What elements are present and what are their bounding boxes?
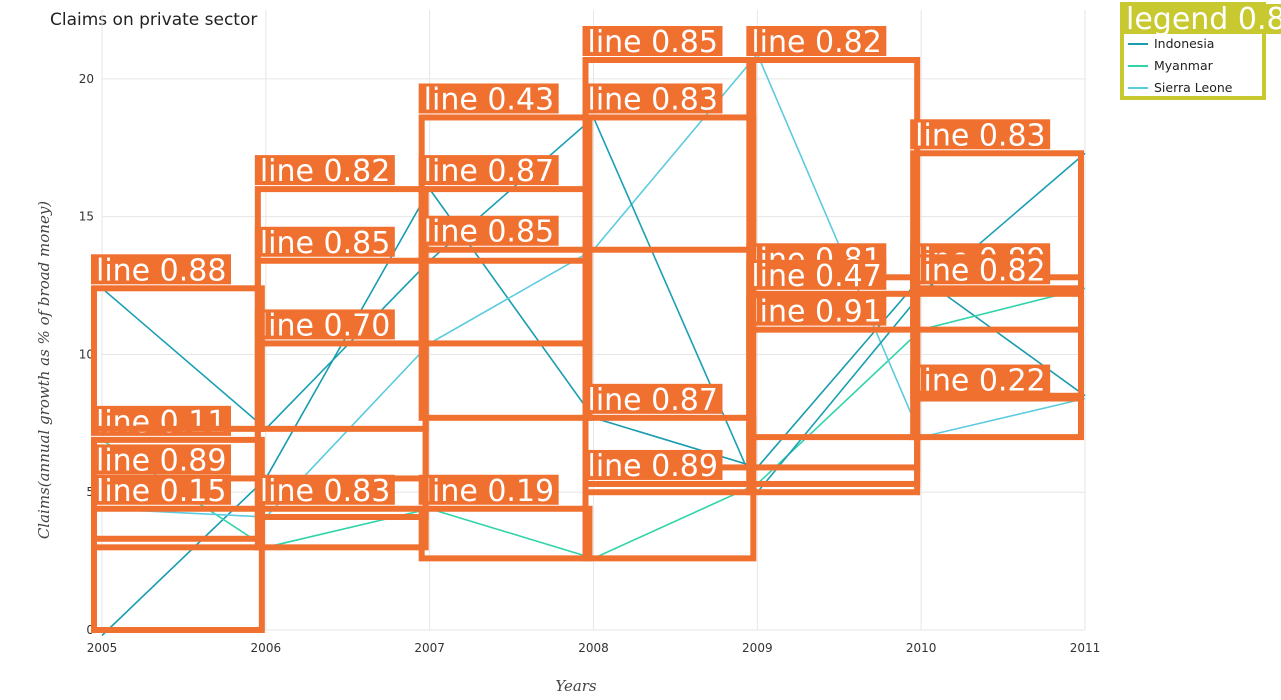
overlay-box-label: line 0.85 <box>424 215 554 250</box>
overlay-box-tag <box>418 215 559 246</box>
overlay-box-tag <box>910 254 1051 285</box>
overlay-box-label: line 0.89 <box>588 449 718 484</box>
overlay-box-label: line 0.43 <box>424 82 554 117</box>
y-tick-label: 20 <box>79 72 94 86</box>
overlay-box <box>91 505 265 542</box>
overlay-box-tag <box>910 119 1051 150</box>
legend-overlay-tag <box>1122 4 1281 34</box>
x-tick-label: 2011 <box>1070 641 1101 655</box>
overlay-box <box>91 285 265 432</box>
y-tick-label: 5 <box>86 485 94 499</box>
overlay-box-label: line 0.87 <box>588 383 718 418</box>
overlay-box-tag <box>418 83 559 114</box>
legend-overlay-label: legend 0.8 <box>1126 2 1281 37</box>
overlay-box <box>582 480 757 562</box>
overlay-box-label: line 0.11 <box>96 405 226 440</box>
overlay-box-tag <box>418 474 559 505</box>
overlay-box-label: line 0.82 <box>260 154 390 189</box>
overlay-box-label: line 0.70 <box>260 308 390 343</box>
overlay-box-tag <box>582 83 723 114</box>
overlay-box <box>910 395 1085 441</box>
overlay-box-tag <box>91 444 231 475</box>
y-tick-label: 10 <box>79 347 94 361</box>
overlay-box-label: line 0.83 <box>260 474 390 509</box>
overlay-box-label: line 0.89 <box>96 443 226 478</box>
overlay-box-tag <box>910 364 1051 395</box>
overlay-box-tag <box>254 474 395 505</box>
overlay-box-label: line 0.85 <box>588 25 718 60</box>
overlay-box-label: line 0.19 <box>424 474 554 509</box>
overlay-box-label: line 0.83 <box>588 82 718 117</box>
overlay-box-tag <box>418 155 559 186</box>
overlay-box-tag <box>254 155 395 186</box>
overlay-box <box>746 326 921 487</box>
overlay-box-label: line 0.85 <box>260 226 390 261</box>
overlay-box-label: line 0.47 <box>751 259 881 294</box>
overlay-box-tag <box>746 259 887 290</box>
overlay-box-tag <box>582 26 723 56</box>
overlay-box <box>746 290 921 496</box>
x-axis-ticks: 2005 2006 2007 2008 2009 2010 2011 <box>87 641 1101 655</box>
x-tick-label: 2005 <box>87 641 118 655</box>
overlay-box-label: line 0.82 <box>915 253 1045 288</box>
overlay-box-label: line 0.91 <box>751 295 881 330</box>
overlay-box-label: line 0.88 <box>96 253 226 288</box>
overlay-boxes: line 0.89 line 0.82 line 0.87 line 0.87 line… <box>91 25 1085 634</box>
overlay-box-tag <box>91 474 231 505</box>
x-tick-label: 2006 <box>251 641 282 655</box>
overlay-box <box>910 150 1085 297</box>
overlay-box-tag <box>254 226 395 257</box>
y-axis-label: Claims(annual growth as % of broad money… <box>35 201 53 539</box>
legend-entry: Sierra Leone <box>1154 80 1233 95</box>
overlay-box-label: line 0.82 <box>751 25 881 60</box>
overlay-box <box>582 114 757 496</box>
overlay-box <box>910 285 1085 333</box>
overlay-box-label: line 0.87 <box>424 154 554 189</box>
overlay-box <box>418 505 593 562</box>
overlay-box <box>746 57 921 441</box>
y-tick-label: 0 <box>86 623 94 637</box>
legend-entry: Indonesia <box>1154 36 1214 51</box>
x-tick-label: 2010 <box>906 641 937 655</box>
legend-entry: Myanmar <box>1154 58 1214 73</box>
overlay-box <box>418 114 593 264</box>
overlay-box-tag <box>746 26 887 56</box>
y-axis-ticks: 0 5 10 15 20 <box>79 72 94 637</box>
y-tick-label: 15 <box>79 210 94 224</box>
overlay-box-tag <box>746 295 887 326</box>
overlay-box-tag <box>582 383 723 414</box>
x-tick-label: 2008 <box>578 641 609 655</box>
chart-title: Claims on private sector <box>50 10 257 30</box>
overlay-box-tag <box>254 309 395 340</box>
overlay-box <box>254 505 429 551</box>
x-axis-label: Years <box>555 677 597 695</box>
overlay-box-tag <box>91 254 231 285</box>
overlay-box <box>254 257 429 432</box>
overlay-box-label: line 0.15 <box>96 474 226 509</box>
x-tick-label: 2007 <box>414 641 445 655</box>
overlay-box-label: line 0.22 <box>915 364 1045 399</box>
x-tick-label: 2009 <box>742 641 773 655</box>
overlay-box <box>418 246 593 347</box>
overlay-box-tag <box>582 449 723 480</box>
overlay-box-label: line 0.83 <box>915 118 1045 153</box>
